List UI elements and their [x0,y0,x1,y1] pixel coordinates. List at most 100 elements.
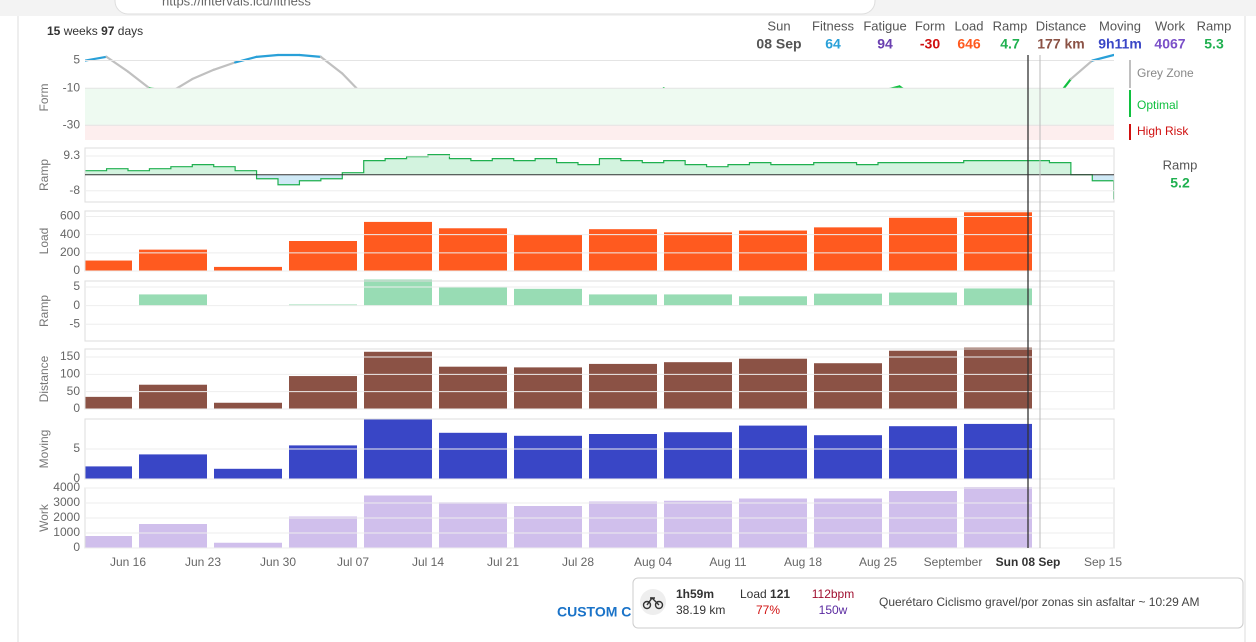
weekly-bar [664,294,732,306]
weekly-bar [514,506,582,548]
axis-label: Ramp [37,295,51,327]
form-line-segment [212,61,237,71]
days-label: days [118,24,143,38]
ramp-legend-label: Ramp [1163,157,1198,172]
weekly-bar [214,402,282,409]
y-tick-label: 50 [67,384,81,398]
x-tick-label: Jul 28 [562,555,594,569]
weekly-bar [85,466,132,479]
y-tick-label: 5 [73,441,80,455]
stat-label: Sun [767,18,790,33]
ramp-line [85,154,1114,200]
form-line-segment [1091,53,1114,62]
weekly-bar [664,232,732,271]
x-tick-label: Aug 25 [859,555,897,569]
y-tick-label: 9.3 [63,148,80,162]
y-tick-label: 400 [60,227,80,241]
load-value: 121 [770,587,790,601]
y-tick-label: 3000 [53,495,80,509]
weekly-bar [589,363,657,409]
address-bar[interactable] [114,0,876,15]
y-tick-label: 2000 [53,510,80,524]
weekly-bar [289,304,357,306]
x-tick-label: Sun 08 Sep [996,555,1061,569]
x-tick-label: Aug 04 [634,555,672,569]
x-tick-label: Aug 18 [784,555,822,569]
axis-label: Form [37,84,51,112]
weekly-bar [364,351,432,409]
weekly-bar [739,425,807,479]
y-tick-label: 600 [60,209,80,223]
x-tick-label: Jun 30 [260,555,296,569]
weekly-bar [664,432,732,479]
weekly-bar [964,347,1032,409]
weekly-bar [439,286,507,306]
weeks-label: weeks [63,24,98,38]
y-tick-label: 150 [60,349,80,363]
power: 150w [819,603,848,617]
weekly-bar [964,486,1032,548]
stat-value: 9h11m [1098,36,1142,52]
form-line-segment [191,68,215,81]
stat-label: Load [955,18,984,33]
y-tick-label: -10 [63,80,81,94]
weekly-bar [739,296,807,306]
panel-box [84,280,1115,342]
weekly-bar [289,241,357,271]
weekly-bar [814,227,882,271]
y-tick-label: -5 [69,316,80,330]
tooltip-box [632,577,1244,629]
weekly-bar [964,423,1032,479]
weekly-bar [664,362,732,409]
weekly-bar [814,498,882,548]
weekly-bar [214,542,282,548]
zone-label: Grey Zone [1137,66,1194,80]
stat-value: 5.3 [1204,36,1224,52]
weekly-bar [814,435,882,479]
weekly-bar [364,495,432,548]
activity-tooltip[interactable]: 1h59m 38.19 km Load 121 77% 112bpm 150w … [632,577,1244,629]
weekly-bar [139,294,207,306]
weeks: 15 [47,24,61,38]
weekly-bar [964,212,1032,271]
stat-label: Ramp [993,18,1028,33]
form-line-segment [105,55,130,73]
stat-label: Fatigue [863,18,906,33]
load: Load 121 [740,587,790,601]
x-tick-label: September [924,555,983,569]
stat-value: 646 [957,36,981,52]
weekly-bar [85,260,132,271]
weekly-bar [514,288,582,306]
intensity: 77% [756,603,780,617]
weekly-bar [85,536,132,548]
weekly-bar [139,524,207,548]
weekly-bar [139,249,207,271]
y-tick-label: 0 [73,401,80,415]
weekly-bar [739,230,807,271]
weekly-bar [85,396,132,409]
y-tick-label: 200 [60,245,80,259]
days: 97 [101,24,115,38]
y-tick-label: -8 [69,183,80,197]
weekly-bar [139,454,207,479]
weekly-bar [889,350,957,409]
weekly-bar [664,500,732,548]
weekly-bar [814,293,882,306]
weekly-bar [214,266,282,271]
weekly-bar [289,376,357,409]
weekly-bar [889,426,957,479]
custom-charts-link[interactable]: CUSTOM C [557,604,631,620]
x-tick-label: Aug 11 [709,555,746,569]
weekly-bar [364,221,432,271]
stat-label: Form [915,18,945,33]
stat-value: 177 km [1037,36,1084,52]
y-tick-label: 0 [73,263,80,277]
y-tick-label: 0 [73,540,80,554]
high-risk-zone [85,125,1114,140]
weekly-bar [889,217,957,271]
weekly-bar [139,384,207,409]
x-tick-label: Sep 15 [1084,555,1122,569]
bike-glyph [642,596,664,610]
load-label: Load [740,587,767,601]
